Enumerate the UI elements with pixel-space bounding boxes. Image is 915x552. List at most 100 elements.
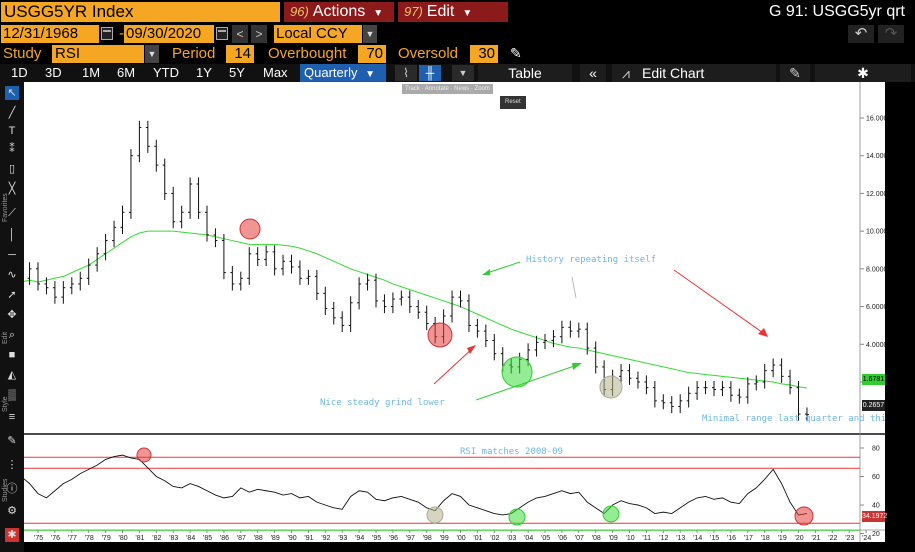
study-row: Study RSI ▼ Period 14 Overbought 70 Over… xyxy=(0,44,915,64)
redo-icon[interactable]: ↷ xyxy=(878,25,904,43)
frequency-select[interactable]: Quarterly ▼ xyxy=(300,64,386,82)
x-tick-label: '91 xyxy=(304,535,313,542)
price-series xyxy=(27,120,809,422)
forward-arrow-icon[interactable]: > xyxy=(251,25,267,43)
marker-tool-icon[interactable]: ╳ xyxy=(8,183,16,195)
calendar-icon[interactable] xyxy=(216,27,228,40)
x-tick-label: '97 xyxy=(406,535,415,542)
price-tick-label: 10.0000 xyxy=(866,229,885,236)
chevron-down-icon[interactable]: ▼ xyxy=(145,45,159,63)
period-ytd[interactable]: YTD xyxy=(153,65,179,80)
edit-number: 97) xyxy=(404,4,423,19)
x-tick-label: '88 xyxy=(254,535,263,542)
undo-icon[interactable]: ↶ xyxy=(848,25,874,43)
x-tick-label: '24 xyxy=(862,535,871,542)
x-tick-label: '96 xyxy=(389,535,398,542)
rsi-tick-label: 40 xyxy=(872,503,880,510)
square-icon[interactable]: ■ xyxy=(8,349,16,361)
news-tool[interactable]: News xyxy=(454,86,470,92)
channel-tool-icon[interactable]: ▯ xyxy=(8,163,16,175)
price-tick-label: 16.0000 xyxy=(866,116,885,123)
x-tick-label: '16 xyxy=(727,535,736,542)
modify-icon[interactable]: ⋮ xyxy=(6,459,18,471)
horizontal-line-icon[interactable]: ─ xyxy=(8,249,16,261)
x-tick-label: '10 xyxy=(626,535,635,542)
start-date-field[interactable]: 12/31/1968 xyxy=(1,25,99,43)
period-5y[interactable]: 5Y xyxy=(229,65,245,80)
chevron-down-icon[interactable]: ▼ xyxy=(452,65,474,81)
edit-icon[interactable]: ✎ xyxy=(780,64,810,82)
period-max[interactable]: Max xyxy=(263,65,288,80)
arrow-tool-icon[interactable]: ➚ xyxy=(7,289,17,301)
chevron-down-icon: ▼ xyxy=(373,8,384,19)
period-1d[interactable]: 1D xyxy=(11,65,28,80)
currency-field[interactable]: Local CCY xyxy=(274,25,362,43)
period-6m[interactable]: 6M xyxy=(117,65,136,80)
x-tick-label: '76 xyxy=(51,535,60,542)
security-field[interactable]: USGG5YR Index xyxy=(1,2,280,22)
price-axis: 16.0000 14.0000 12.0000 10.0000 8.0000 6.0000… xyxy=(860,116,885,387)
period-bar: 1D 3D 1M 6M YTD 1Y 5Y Max Quarterly ▼ ⌇ … xyxy=(0,64,915,82)
annotation-arrow-green xyxy=(475,363,581,401)
lines-icon[interactable]: ≡ xyxy=(8,411,16,423)
x-tick-label: '07 xyxy=(575,535,584,542)
end-date-field[interactable]: 09/30/2020 xyxy=(124,25,214,43)
pencil-icon[interactable]: ✎ xyxy=(510,45,522,61)
annotation-circle-grey xyxy=(599,375,623,399)
back-arrow-icon[interactable]: < xyxy=(232,25,248,43)
rsi-series xyxy=(24,454,808,516)
study-select[interactable]: RSI xyxy=(52,45,144,63)
vertical-line-icon[interactable]: │ xyxy=(8,229,16,241)
zoom-icon[interactable]: ⌕ xyxy=(8,329,16,341)
period-1y[interactable]: 1Y xyxy=(196,65,212,80)
wave-tool-icon[interactable]: ∿ xyxy=(7,269,17,281)
text-tool-icon[interactable]: T xyxy=(8,125,16,137)
x-tick-label: '01 xyxy=(473,535,482,542)
track-tool[interactable]: Track xyxy=(405,86,420,92)
actions-button[interactable]: 96) Actions ▼ xyxy=(284,2,394,22)
x-tick-label: '98 xyxy=(423,535,432,542)
bar-chart-icon[interactable]: ╫ xyxy=(419,65,441,81)
collapse-icon[interactable]: « xyxy=(580,64,606,82)
period-field[interactable]: 14 xyxy=(226,45,254,63)
chevron-down-icon[interactable]: ▼ xyxy=(363,25,377,43)
reset-button[interactable]: Reset xyxy=(500,96,526,109)
info-icon[interactable]: ⓘ xyxy=(6,483,18,495)
side-label-style: Style xyxy=(2,396,9,412)
alert-icon[interactable]: ✱ xyxy=(5,528,19,542)
overbought-field[interactable]: 70 xyxy=(358,45,386,63)
pen-icon[interactable]: ✎ xyxy=(7,435,17,447)
cursor-icon[interactable]: ↖ xyxy=(5,86,19,100)
x-tick-label: '86 xyxy=(220,535,229,542)
moving-average-line xyxy=(24,230,808,389)
zoom-tool[interactable]: Zoom xyxy=(474,86,490,92)
brush-tool-icon[interactable]: ⟋ xyxy=(8,207,16,219)
x-tick-label: '85 xyxy=(203,535,212,542)
fill-icon[interactable]: ◭ xyxy=(7,369,17,381)
edit-chart-button[interactable]: ⩘ Edit Chart xyxy=(612,64,776,82)
x-tick-label: '78 xyxy=(85,535,94,542)
fib-tool-icon[interactable]: ⁑ xyxy=(9,143,15,155)
calendar-icon[interactable] xyxy=(101,27,113,40)
oversold-field[interactable]: 30 xyxy=(470,45,498,63)
period-3d[interactable]: 3D xyxy=(45,65,62,80)
studies-icon[interactable]: ⚙ xyxy=(7,505,17,517)
chart-mini-toolbar[interactable]: Track · Annotate · News · Zoom xyxy=(402,84,493,94)
move-icon[interactable]: ✥ xyxy=(7,309,17,321)
line-tool-icon[interactable]: ╱ xyxy=(8,107,16,119)
line-chart-icon[interactable]: ⌇ xyxy=(395,65,417,81)
annotation-minimal: Minimal range last quarter and this xyxy=(702,414,885,424)
x-tick-label: '11 xyxy=(642,535,651,542)
side-label-studies: Studies xyxy=(2,478,9,502)
edit-chart-label: Edit Chart xyxy=(642,65,705,81)
chart-area[interactable]: 16.0000 14.0000 12.0000 10.0000 8.0000 6.0000… xyxy=(24,82,887,542)
period-1m[interactable]: 1M xyxy=(82,65,101,80)
rsi-tick-label: 60 xyxy=(872,474,880,481)
annotate-tool[interactable]: Annotate xyxy=(424,86,449,92)
edit-button[interactable]: 97) Edit ▼ xyxy=(398,2,508,22)
gear-icon[interactable]: ✱ xyxy=(815,64,911,82)
table-button[interactable]: Table xyxy=(478,64,572,82)
palette-icon[interactable]: ▒ xyxy=(8,389,16,401)
window-title: G 91: USGG5yr qrt xyxy=(768,3,905,20)
rsi-circle-grey xyxy=(426,506,444,524)
